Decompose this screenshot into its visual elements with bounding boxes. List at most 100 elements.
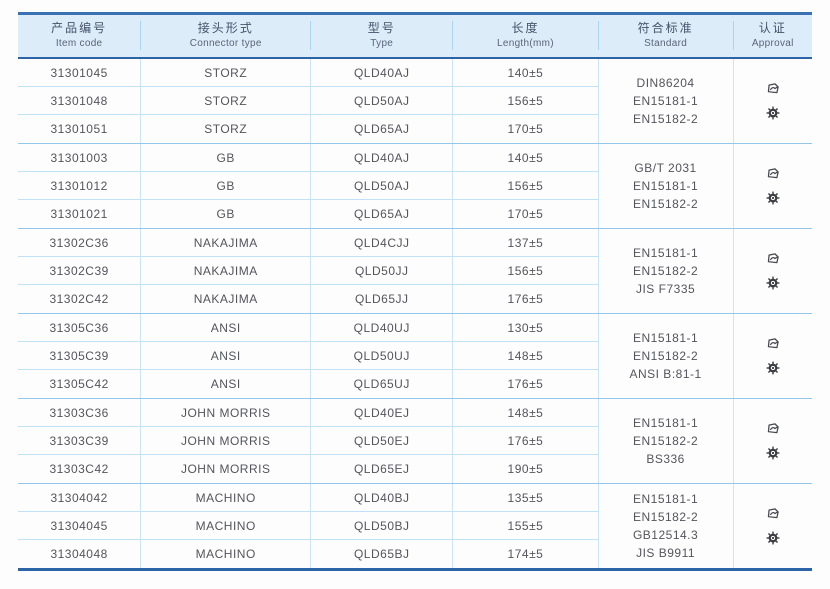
length-cell: 148±5 xyxy=(452,342,598,370)
standard-line: ANSI B:81-1 xyxy=(629,367,702,381)
type-cell: QLD40EJ xyxy=(310,399,453,427)
length-cell: 140±5 xyxy=(452,144,598,172)
connector-type-cell: MACHINO xyxy=(140,512,311,540)
item-code-cell: 31302C39 xyxy=(18,257,141,285)
standards-cell: EN15181-1 EN15182-2 GB12514.3 JIS B9911 xyxy=(597,484,733,568)
column-header-en: Connector type xyxy=(189,38,262,49)
wheelmark-icon xyxy=(766,446,780,460)
column-header-length: 长度 Length(mm) xyxy=(452,21,597,50)
standard-line: EN15182-2 xyxy=(632,112,699,126)
standard-line: EN15181-1 xyxy=(632,179,699,193)
type-cell: QLD50UJ xyxy=(310,342,453,370)
type-cell: QLD40AJ xyxy=(310,144,453,172)
length-cell: 156±5 xyxy=(452,172,598,200)
certificate-icon xyxy=(768,168,779,179)
length-cell: 174±5 xyxy=(452,540,597,568)
certificate-icon xyxy=(768,508,779,519)
approval-cell xyxy=(732,484,812,568)
item-code-cell: 31301021 xyxy=(50,207,108,221)
wheelmark-icon xyxy=(766,106,780,120)
item-code-cell: 31302C36 xyxy=(18,229,141,257)
length-cell: 137±5 xyxy=(452,229,598,257)
length-cell: 130±5 xyxy=(452,314,598,342)
standards-cell: DIN86204 EN15181-1 EN15182-2 xyxy=(597,59,733,143)
column-header-zh: 符合标准 xyxy=(637,21,694,35)
column-header-en: Approval xyxy=(751,38,794,49)
connector-type-cell: ANSI xyxy=(140,370,310,398)
item-code-cell: 31305C42 xyxy=(49,377,109,391)
column-header-connector-type: 接头形式 Connector type xyxy=(140,21,310,50)
standard-line: EN15182-2 xyxy=(632,197,699,211)
length-cell: 156±5 xyxy=(452,257,598,285)
connector-type-cell: NAKAJIMA xyxy=(140,229,311,257)
column-header-en: Length(mm) xyxy=(496,38,554,49)
column-header-zh: 产品编号 xyxy=(51,21,108,35)
column-header-zh: 长度 xyxy=(511,21,540,35)
type-cell: QLD40UJ xyxy=(310,314,453,342)
standard-line: JIS B9911 xyxy=(636,546,696,560)
length-cell: 140±5 xyxy=(452,59,598,87)
connector-type-cell: STORZ xyxy=(140,115,310,143)
type-cell: QLD4CJJ xyxy=(310,229,453,257)
standard-line: EN15182-2 xyxy=(632,434,699,448)
connector-type-cell: MACHINO xyxy=(140,540,310,568)
approval-cell xyxy=(732,399,812,483)
length-cell: 176±5 xyxy=(452,370,597,398)
column-header-zh: 型号 xyxy=(367,21,396,35)
length-cell: 176±5 xyxy=(452,285,597,313)
type-cell: QLD50JJ xyxy=(310,257,453,285)
standard-line: DIN86204 xyxy=(636,76,695,90)
length-cell: 190±5 xyxy=(452,455,597,483)
standard-line: EN15182-2 xyxy=(632,349,699,363)
column-header-en: Standard xyxy=(644,38,688,49)
item-code-cell: 31301003 xyxy=(18,144,141,172)
length-cell: 148±5 xyxy=(452,399,598,427)
product-group-ansi: 31305C36 ANSI QLD40UJ 130±5 31305C39 ANS… xyxy=(18,313,812,398)
connector-type-cell: JOHN MORRIS xyxy=(140,455,310,483)
catalog-page: 产品编号 Item code 接头形式 Connector type 型号 Ty… xyxy=(0,12,830,589)
wheelmark-icon xyxy=(766,531,780,545)
wheelmark-icon xyxy=(766,191,780,205)
product-group-nakajima: 31302C36 NAKAJIMA QLD4CJJ 137±5 31302C39… xyxy=(18,228,812,313)
product-spec-table: 产品编号 Item code 接头形式 Connector type 型号 Ty… xyxy=(18,12,812,571)
product-group-machino: 31304042 MACHINO QLD40BJ 135±5 31304045 … xyxy=(18,483,812,568)
standards-cell: EN15181-1 EN15182-2 ANSI B:81-1 xyxy=(597,314,733,398)
standard-line: JIS F7335 xyxy=(635,282,696,296)
approval-cell xyxy=(732,314,812,398)
item-code-cell: 31303C42 xyxy=(49,462,109,476)
length-cell: 176±5 xyxy=(452,427,598,455)
certificate-icon xyxy=(768,423,779,434)
type-cell: QLD65EJ xyxy=(310,455,452,483)
certificate-icon xyxy=(768,338,779,349)
item-code-cell: 31303C36 xyxy=(18,399,141,427)
connector-type-cell: GB xyxy=(140,144,311,172)
wheelmark-icon xyxy=(766,361,780,375)
item-code-cell: 31301051 xyxy=(50,122,108,136)
connector-type-cell: JOHN MORRIS xyxy=(140,427,311,455)
wheelmark-icon xyxy=(766,276,780,290)
table-header: 产品编号 Item code 接头形式 Connector type 型号 Ty… xyxy=(18,12,812,59)
item-code-cell: 31305C39 xyxy=(18,342,141,370)
table-body: 31301045 STORZ QLD40AJ 140±5 31301048 ST… xyxy=(18,59,812,571)
product-group-storz: 31301045 STORZ QLD40AJ 140±5 31301048 ST… xyxy=(18,59,812,143)
standard-line: GB/T 2031 xyxy=(634,161,697,175)
item-code-cell: 31304048 xyxy=(50,547,108,561)
standard-line: BS336 xyxy=(646,452,685,466)
type-cell: QLD50BJ xyxy=(310,512,453,540)
type-cell: QLD65UJ xyxy=(310,370,452,398)
type-cell: QLD50AJ xyxy=(310,172,453,200)
length-cell: 170±5 xyxy=(452,115,597,143)
type-cell: QLD50AJ xyxy=(310,87,453,115)
connector-type-cell: GB xyxy=(140,200,310,228)
item-code-cell: 31304042 xyxy=(18,484,141,512)
type-cell: QLD50EJ xyxy=(310,427,453,455)
length-cell: 170±5 xyxy=(452,200,597,228)
approval-cell xyxy=(732,59,812,143)
length-cell: 155±5 xyxy=(452,512,598,540)
item-code-cell: 31301045 xyxy=(18,59,141,87)
column-header-approval: 认证 Approval xyxy=(732,21,812,50)
connector-type-cell: JOHN MORRIS xyxy=(140,399,311,427)
column-header-en: Item code xyxy=(55,38,103,49)
type-cell: QLD40BJ xyxy=(310,484,453,512)
column-header-standard: 符合标准 Standard xyxy=(597,21,733,50)
